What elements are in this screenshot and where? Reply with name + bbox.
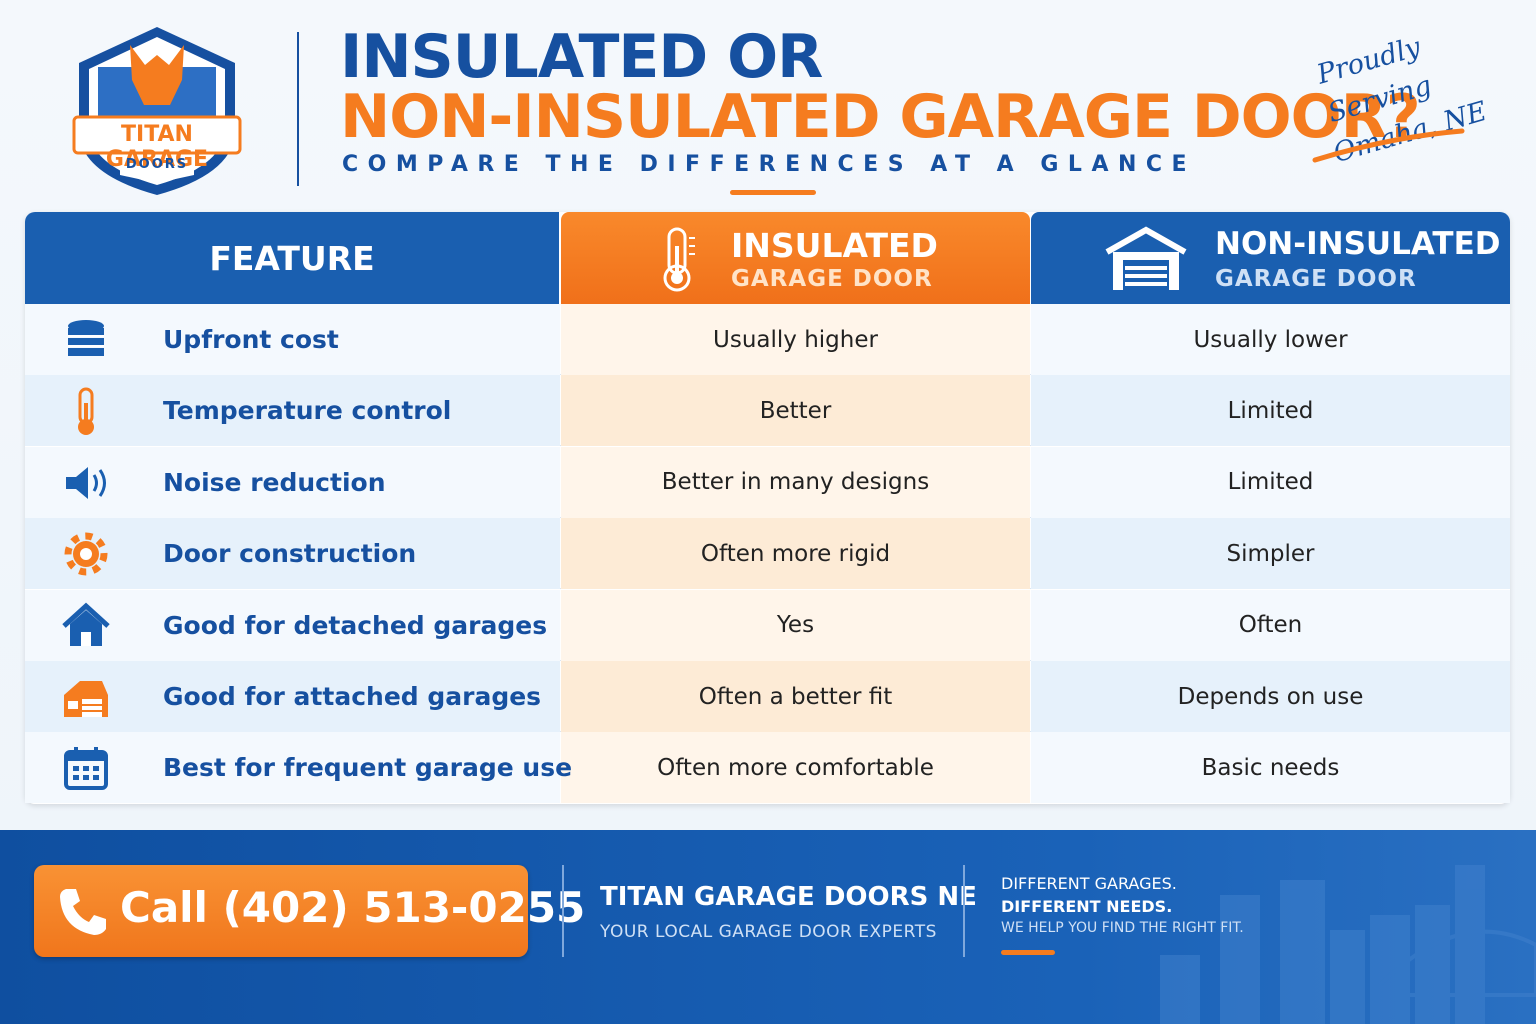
title: NON-INSULATED GARAGE DOOR? [340,82,1421,152]
message: DIFFERENT NEEDS. [1001,897,1173,916]
divider [297,32,299,186]
header-cell: INSULATED GARAGE DOOR [561,212,1030,304]
cell-bg [561,446,1030,518]
feature: Temperature control [163,396,452,426]
cell-bg [25,732,560,804]
cell-bg [25,518,560,590]
logo-sub: DOORS [125,157,189,172]
cell-bg [25,304,560,375]
divider [562,865,564,957]
header-title: NON-INSULATED [1215,226,1501,262]
value: Usually lower [1193,326,1348,353]
underline [1312,128,1465,163]
cell-bg [561,732,1030,804]
cell-bg [561,589,1030,661]
value: Simpler [1226,540,1315,567]
value: Often a better fit [698,683,893,710]
row-icon [62,602,110,646]
cell-bg [1031,589,1510,661]
value: Depends on use [1177,683,1364,710]
cell-bg [561,375,1030,447]
row-icon [78,387,94,436]
row-icon [66,466,106,499]
value: Often more rigid [700,540,891,567]
table-row: Noise reduction Better in many designs Lim… [25,446,1510,518]
feature: Good for attached garages [163,682,542,711]
table-row: Good for attached garages Often a better … [25,661,1510,732]
table-row: Temperature control Better Limited [25,375,1510,447]
cell-bg [1031,518,1510,590]
message: WE HELP YOU FIND THE RIGHT FIT. [1001,920,1244,936]
cell-bg [25,375,560,447]
garage-icon [1105,226,1187,290]
phone-icon [60,889,106,935]
divider [963,865,965,957]
header-subtitle: GARAGE DOOR [1215,266,1417,292]
table-row: Door construction Often more rigid Simpler [25,518,1510,590]
call-button[interactable]: Call (402) 513-0255 [34,865,585,957]
company-sub: YOUR LOCAL GARAGE DOOR EXPERTS [600,922,937,942]
subtitle: COMPARE THE DIFFERENCES AT A GLANCE [342,152,1197,177]
cell-bg [1031,304,1510,375]
cell-bg [25,661,560,732]
value: Often more comfortable [657,754,934,781]
cell-bg [25,446,560,518]
table-row: Best for frequent garage use Often more c… [25,732,1510,804]
row-icon [64,532,108,576]
phone[interactable]: Call (402) 513-0255 [120,883,586,932]
logo [72,27,242,195]
value: Better [759,397,832,424]
feature: Best for frequent garage use [163,753,573,783]
skyline [1160,865,1536,1024]
value: Limited [1227,397,1314,424]
cell-bg [561,304,1030,375]
table-row: Upfront cost Usually higher Usually lower [25,304,1510,375]
value: Better in many designs [661,469,930,496]
cell-bg [25,589,560,661]
accent [1001,950,1055,955]
value: Yes [776,612,815,639]
cell-bg [561,518,1030,590]
accent [730,190,816,195]
header-cell: FEATURE [25,212,559,304]
value: Usually higher [713,326,878,353]
cell-bg [1031,661,1510,732]
thermometer-icon [663,227,695,292]
feature: Noise reduction [163,467,386,497]
cell-bg [1031,375,1510,447]
footer: Call (402) 513-0255 TITAN GARAGE DOORS N… [0,830,1536,1024]
cell-bg [1031,446,1510,518]
row-icon [68,320,104,356]
header-cell: NON-INSULATED GARAGE DOOR [1031,212,1510,304]
row-icon [64,747,108,791]
feature: Upfront cost [163,325,339,354]
cell-bg [561,661,1030,732]
value: Basic needs [1201,754,1340,781]
value: Often [1238,612,1303,639]
company: TITAN GARAGE DOORS NE [600,882,977,912]
title: INSULATED OR [340,22,823,92]
header-subtitle: GARAGE DOOR [731,266,933,292]
feature: Door construction [163,539,417,569]
message: DIFFERENT GARAGES. [1001,874,1177,893]
table-row: Good for detached garages Yes Often [25,589,1510,661]
value: Limited [1227,469,1314,496]
row-icon [64,681,108,717]
feature: Good for detached garages [163,610,548,640]
logo-name: TITAN GARAGE [105,122,209,172]
cell-bg [1031,732,1510,804]
header-title: INSULATED [731,226,938,265]
